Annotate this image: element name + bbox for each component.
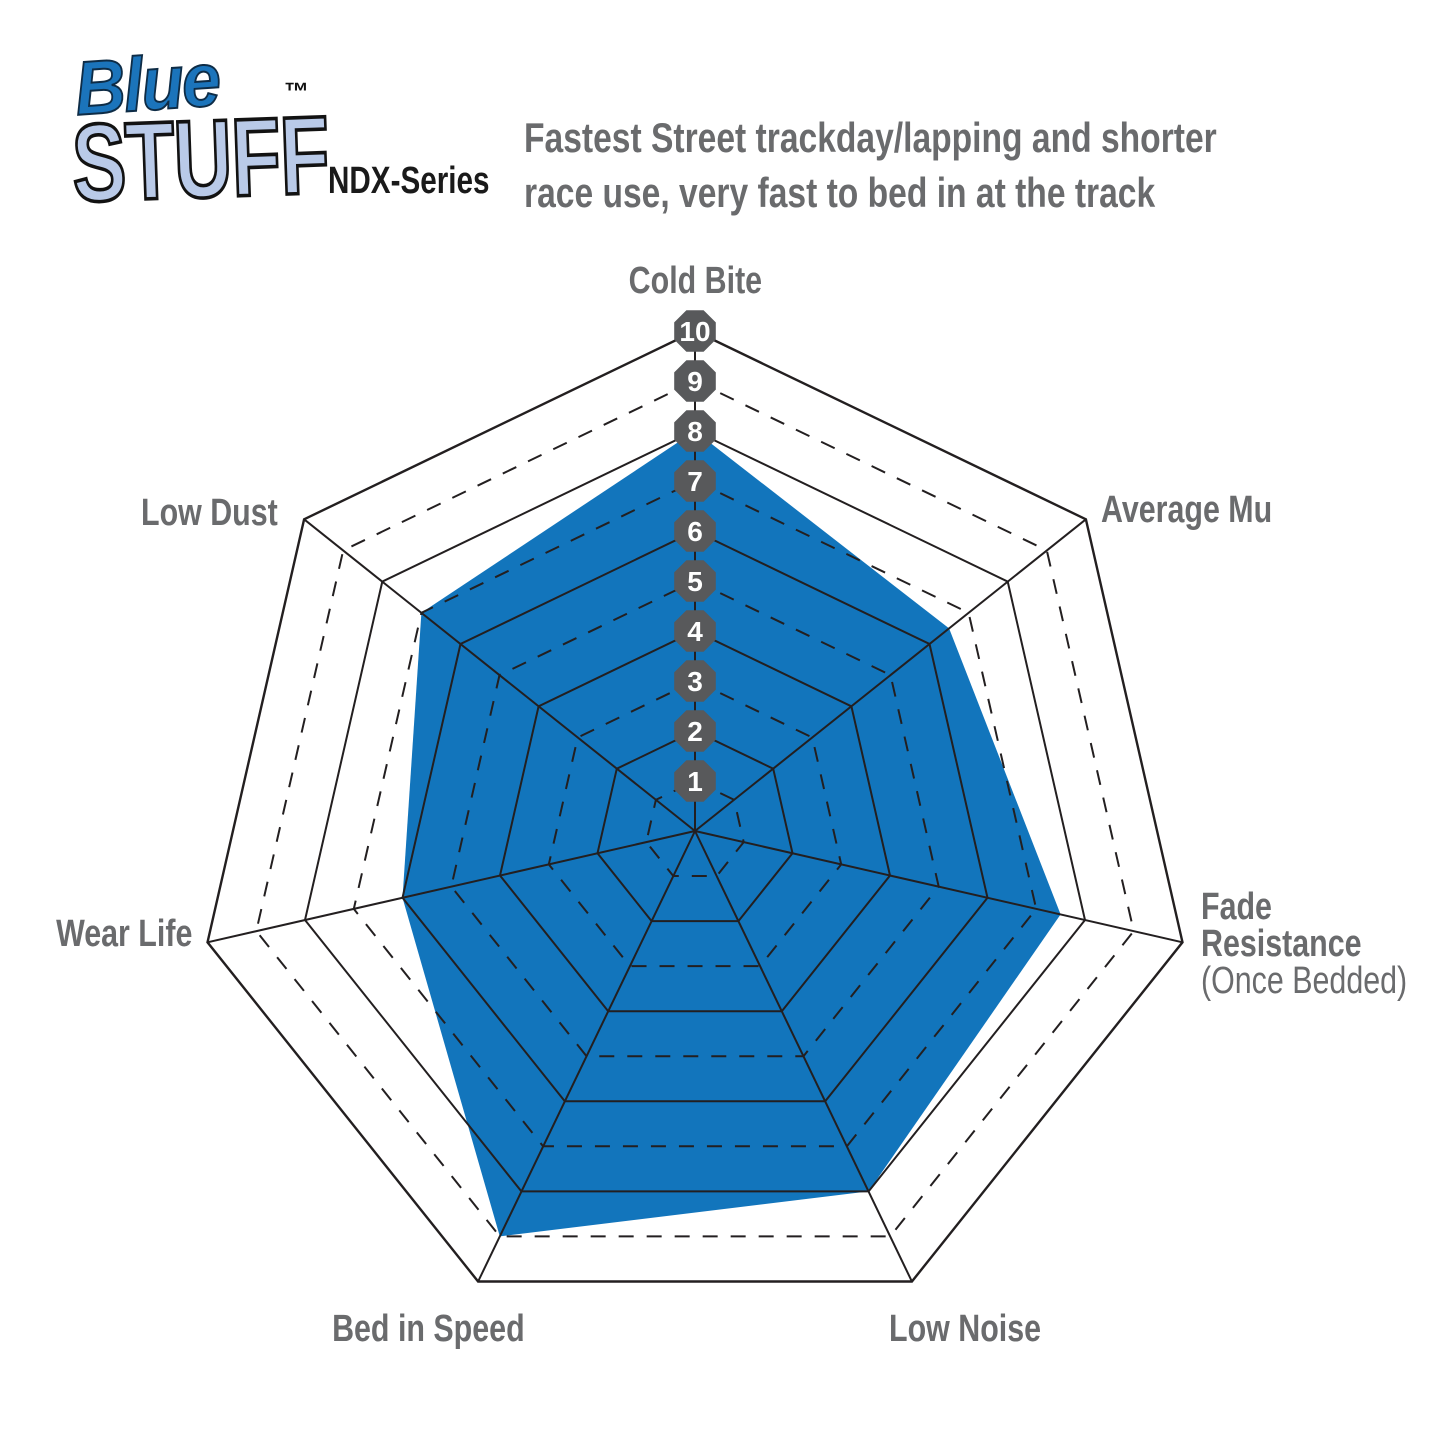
scale-marker-label-3: 3: [687, 666, 703, 697]
description-line-1: Fastest Street trackday/lapping and shor…: [524, 114, 1217, 161]
scale-marker-label-8: 8: [687, 416, 703, 447]
scale-marker-1: [674, 760, 716, 802]
radar-spoke-3: [694, 830, 913, 1282]
radar-spoke-1: [694, 518, 1087, 832]
scale-marker-6: [674, 510, 716, 552]
product-description: Fastest Street trackday/lapping and shor…: [524, 110, 1390, 220]
scale-marker-label-2: 2: [687, 716, 703, 747]
scale-marker-label-4: 4: [687, 616, 703, 647]
radar-ring-3: [547, 679, 843, 968]
scale-marker-label-1: 1: [687, 766, 703, 797]
series-name: NDX-Series: [328, 160, 490, 202]
scale-marker-2: [674, 710, 716, 752]
axis-label-wear-life: Wear Life: [55, 913, 192, 955]
scale-marker-label-10: 10: [679, 316, 710, 347]
axis-label-fade-resistance: Fade Resistance (Once Bedded): [1201, 886, 1408, 1002]
trademark-symbol: ™: [284, 78, 309, 106]
axis-label-low-noise: Low Noise: [888, 1308, 1042, 1350]
scale-marker-label-9: 9: [687, 366, 703, 397]
scale-marker-8: [674, 410, 716, 452]
radar-ring-9: [255, 379, 1135, 1238]
radar-ring-4: [498, 629, 892, 1013]
scale-marker-label-6: 6: [687, 516, 703, 547]
scale-marker-4: [674, 610, 716, 652]
scale-marker-5: [674, 560, 716, 602]
bluestuff-logo: Blue STUFF ™: [62, 36, 333, 227]
radar-ring-5: [450, 579, 940, 1058]
logo-word-stuff: STUFF: [69, 93, 333, 227]
radar-ring-6: [401, 529, 989, 1103]
description-line-2: race use, very fast to bed in at the tra…: [524, 169, 1156, 216]
scale-marker-10: [674, 310, 716, 352]
radar-ring-10: [206, 329, 1184, 1283]
axis-label-bed-in-speed: Bed in Speed: [331, 1308, 525, 1350]
radar-ring-2: [596, 729, 794, 923]
scale-marker-label-7: 7: [687, 466, 703, 497]
radar-ring-7: [352, 479, 1038, 1148]
scale-marker-9: [674, 360, 716, 402]
radar-spoke-4: [477, 830, 696, 1282]
radar-spoke-5: [207, 830, 696, 944]
axis-label-low-dust: Low Dust: [141, 492, 278, 534]
data-polygon-bluestuff: [402, 431, 1061, 1237]
scale-marker-7: [674, 460, 716, 502]
scale-marker-label-5: 5: [687, 566, 703, 597]
radar-ring-1: [645, 779, 745, 877]
radar-ring-8: [303, 429, 1087, 1193]
radar-spoke-2: [694, 830, 1183, 944]
scale-marker-3: [674, 660, 716, 702]
radar-spoke-6: [303, 518, 696, 832]
axis-label-cold-bite: Cold Bite: [628, 260, 762, 302]
axis-label-average-mu: Average Mu: [1101, 489, 1273, 531]
